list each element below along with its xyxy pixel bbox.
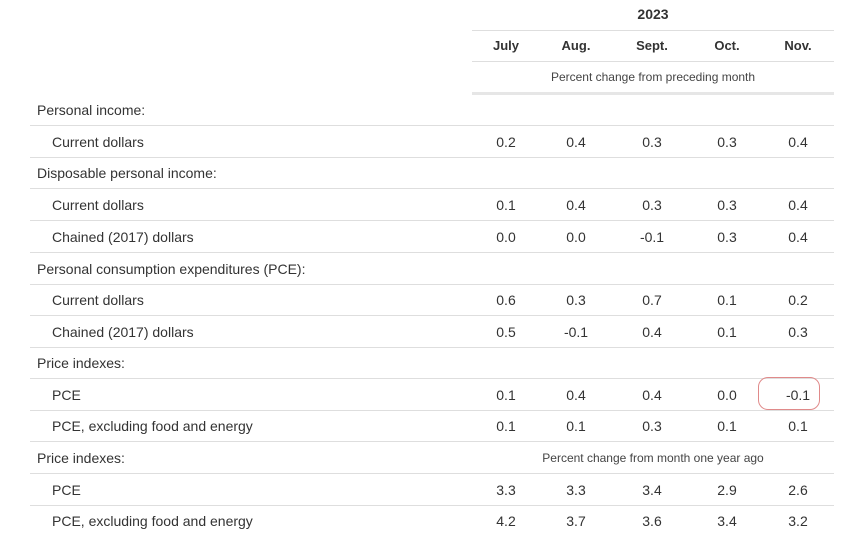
value-cell: 0.2	[788, 292, 808, 308]
table-row: Chained (2017) dollars 0.0 0.0 -0.1 0.3 …	[30, 222, 834, 253]
value-cell: 0.1	[788, 418, 808, 434]
value-cell: 3.2	[788, 513, 808, 529]
value-cell: 0.7	[642, 292, 662, 308]
value-cell: 0.1	[717, 292, 737, 308]
row-label: Price indexes:	[37, 450, 125, 466]
row-label: Current dollars	[52, 292, 144, 308]
month-header-nov: Nov.	[784, 38, 812, 53]
value-cell: 0.4	[788, 134, 808, 150]
table-row: Chained (2017) dollars 0.5 -0.1 0.4 0.1 …	[30, 317, 834, 348]
table-row: PCE 0.1 0.4 0.4 0.0 -0.1	[30, 380, 834, 411]
table-row: Current dollars 0.6 0.3 0.7 0.1 0.2	[30, 285, 834, 316]
value-cell: 3.6	[642, 513, 662, 529]
value-cell: 0.4	[642, 324, 662, 340]
value-cell: 0.3	[642, 418, 662, 434]
table-row: PCE, excluding food and energy 4.2 3.7 3…	[30, 506, 834, 537]
value-cell: 0.4	[788, 229, 808, 245]
value-cell: 2.9	[717, 482, 737, 498]
year-heading: 2023	[637, 6, 669, 22]
month-header-july: July	[492, 38, 519, 53]
table-row: Current dollars 0.1 0.4 0.3 0.3 0.4	[30, 190, 834, 221]
value-cell: 0.2	[496, 134, 516, 150]
row-label: PCE, excluding food and energy	[52, 513, 253, 529]
table-row: Price indexes:	[30, 348, 834, 379]
value-cell: 0.1	[717, 418, 737, 434]
value-cell: -0.1	[563, 324, 589, 340]
month-header-oct: Oct.	[714, 38, 740, 53]
value-cell: 0.3	[717, 229, 737, 245]
value-cell: 4.2	[496, 513, 516, 529]
highlight-circle	[758, 377, 820, 410]
value-cell: 0.1	[496, 418, 516, 434]
table-row: PCE 3.3 3.3 3.4 2.9 2.6	[30, 475, 834, 506]
year-divider	[472, 30, 834, 31]
value-cell: 3.3	[566, 482, 586, 498]
value-cell: 0.1	[496, 387, 516, 403]
table-row: Personal consumption expenditures (PCE):	[30, 254, 834, 285]
table-row: Disposable personal income:	[30, 158, 834, 189]
table-row: PCE, excluding food and energy 0.1 0.1 0…	[30, 411, 834, 442]
row-label: Disposable personal income:	[37, 165, 217, 181]
row-label: Personal income:	[37, 102, 146, 118]
month-header-sept: Sept.	[636, 38, 668, 53]
row-label: Current dollars	[52, 197, 144, 213]
table-row: Price indexes: Percent change from month…	[30, 443, 834, 474]
value-cell: 0.6	[496, 292, 516, 308]
value-cell: 0.3	[717, 134, 737, 150]
value-cell: 0.4	[642, 387, 662, 403]
month-header-aug: Aug.	[561, 38, 591, 53]
row-label: PCE	[52, 387, 81, 403]
table-row: Personal income:	[30, 95, 834, 126]
subheading-divider	[472, 92, 834, 95]
value-cell: 0.0	[496, 229, 516, 245]
value-cell: 0.3	[642, 197, 662, 213]
value-cell: -0.1	[639, 229, 665, 245]
row-label: PCE, excluding food and energy	[52, 418, 253, 434]
value-cell: 0.4	[788, 197, 808, 213]
value-cell: 0.1	[496, 197, 516, 213]
value-cell: 2.6	[788, 482, 808, 498]
value-cell: 0.0	[717, 387, 737, 403]
value-cell: -0.1	[785, 387, 811, 403]
row-label: Price indexes:	[37, 355, 125, 371]
row-label: Current dollars	[52, 134, 144, 150]
row-subheading: Percent change from month one year ago	[542, 451, 764, 465]
value-cell: 0.0	[566, 229, 586, 245]
value-cell: 0.4	[566, 387, 586, 403]
value-cell: 3.3	[496, 482, 516, 498]
value-cell: 0.3	[642, 134, 662, 150]
row-label: PCE	[52, 482, 81, 498]
value-cell: 0.1	[566, 418, 586, 434]
row-label: Personal consumption expenditures (PCE):	[37, 261, 306, 277]
value-cell: 0.5	[496, 324, 516, 340]
value-cell: 0.3	[717, 197, 737, 213]
value-cell: 3.7	[566, 513, 586, 529]
value-cell: 0.4	[566, 197, 586, 213]
value-cell: 0.1	[717, 324, 737, 340]
table-row: Current dollars 0.2 0.4 0.3 0.3 0.4	[30, 127, 834, 158]
value-cell: 3.4	[642, 482, 662, 498]
table-subheading: Percent change from preceding month	[550, 70, 756, 84]
value-cell: 0.4	[566, 134, 586, 150]
month-divider	[472, 61, 834, 62]
value-cell: 0.3	[566, 292, 586, 308]
row-label: Chained (2017) dollars	[52, 229, 194, 245]
value-cell: 3.4	[717, 513, 737, 529]
row-label: Chained (2017) dollars	[52, 324, 194, 340]
value-cell: 0.3	[788, 324, 808, 340]
